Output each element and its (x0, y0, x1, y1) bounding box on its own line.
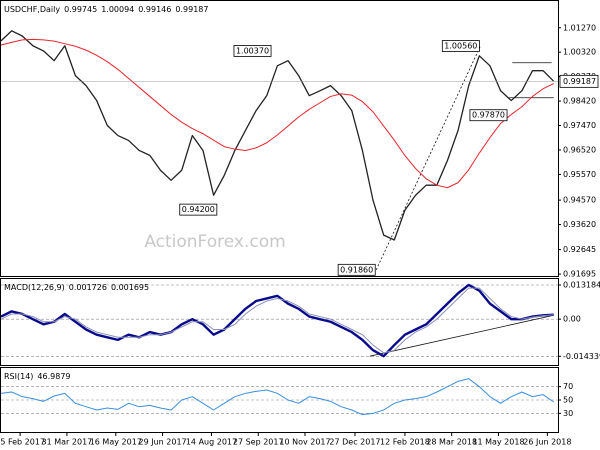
panel-value: 0.001726 (69, 283, 107, 292)
rsi-panel-frame (0, 367, 559, 433)
panel-title: USDCHF,Daily (4, 5, 60, 14)
trend-line (369, 314, 554, 357)
x-tick-label: 31 Mar 2017 (42, 438, 93, 447)
annotation-box (179, 203, 218, 216)
price-annotation: 1.00370 (236, 46, 269, 55)
y-tick-label: 0.95570 (563, 170, 596, 179)
panel-value: 46.9879 (37, 372, 70, 381)
y-tick-label: 0.92645 (563, 245, 596, 254)
moving-average-line (0, 38, 554, 189)
rsi-line (0, 378, 555, 416)
x-tick-label: 14 Aug 2017 (186, 438, 237, 447)
panel-header: USDCHF,Daily 0.99745 1.00094 0.99146 0.99187 (4, 5, 208, 14)
y-tick-label: 1.01270 (563, 23, 596, 32)
price-panel-frame (0, 0, 559, 277)
x-tick-label: 27 Dec 2017 (329, 438, 380, 447)
y-tick-label: 0.94570 (563, 196, 596, 205)
y-tick-label: 30 (563, 409, 573, 418)
x-tick-label: 10 Nov 2017 (279, 438, 330, 447)
x-tick-label: 27 Sep 2017 (233, 438, 284, 447)
y-tick-label: 0.013184 (563, 280, 600, 289)
annotation-box (469, 109, 508, 122)
x-tick-label: 15 Feb 2017 (0, 438, 45, 447)
panel-header: MACD(12,26,9) 0.001726 0.001695 (4, 283, 149, 292)
panel-title: RSI(14) (4, 372, 33, 381)
panel-title: MACD(12,26,9) (4, 283, 65, 292)
price-annotation: 0.97870 (472, 111, 505, 120)
panel-value: 0.99745 (64, 5, 97, 14)
y-tick-label: 1.00320 (563, 48, 596, 57)
x-tick-label: 28 Mar 2018 (426, 438, 477, 447)
price-line (0, 30, 555, 241)
macd-panel-frame (0, 278, 559, 366)
annotation-box (233, 45, 272, 57)
x-tick-label: 12 Feb 2018 (380, 438, 430, 447)
price-annotation: 1.00560 (444, 42, 477, 51)
panel-value: 0.99187 (175, 5, 208, 14)
price-annotation: 0.94200 (182, 205, 215, 214)
y-tick-label: 0.00 (563, 315, 581, 324)
x-tick-label: 11 May 2018 (472, 438, 524, 447)
y-tick-label: 0.96520 (563, 145, 596, 154)
annotation-box (337, 263, 376, 276)
x-tick-label: 29 Jun 2017 (139, 438, 187, 447)
y-tick-label: 70 (563, 382, 573, 391)
macd-line (0, 283, 554, 358)
x-tick-label: 16 May 2017 (90, 438, 142, 447)
last-price-label: 0.99187 (563, 77, 596, 86)
last-price-box (559, 74, 599, 88)
y-tick-label: 0.98420 (563, 97, 596, 106)
watermark: ActionForex.com (144, 232, 285, 252)
annotation-box (441, 40, 480, 52)
trend-line (375, 45, 481, 270)
price-annotation: 0.91860 (340, 265, 373, 274)
x-tick-label: 26 Jun 2018 (523, 438, 571, 447)
y-tick-label: 0.91695 (563, 270, 596, 279)
y-tick-label: 50 (563, 396, 573, 405)
signal-line (0, 287, 554, 354)
y-tick-label: -0.014339 (563, 352, 600, 361)
y-tick-label: 0.93620 (563, 220, 596, 229)
panel-value: 0.001695 (111, 283, 149, 292)
panel-value: 1.00094 (101, 5, 134, 14)
plot-layer: ActionForex.com1.012701.003200.993700.98… (0, 5, 600, 447)
panel-value: 0.99146 (138, 5, 171, 14)
y-tick-label: 0.97470 (563, 121, 596, 130)
panel-header: RSI(14) 46.9879 (4, 372, 71, 381)
